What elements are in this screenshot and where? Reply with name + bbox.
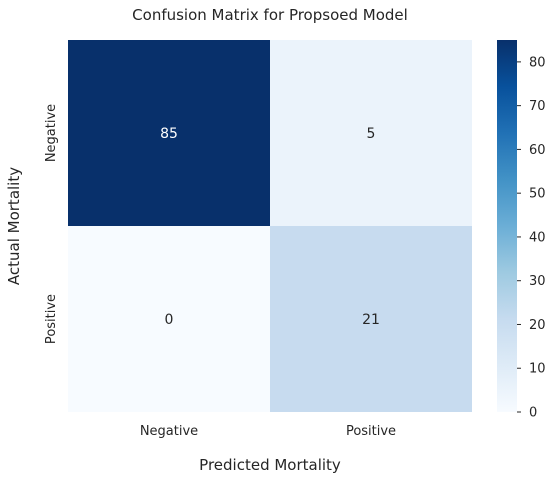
- heatmap-cells: [68, 40, 472, 412]
- colorbar-tick-label: 60: [529, 143, 546, 158]
- y-tick-labels: Negative Positive: [44, 104, 59, 344]
- colorbar: [497, 40, 517, 412]
- chart-title: Confusion Matrix for Propsoed Model: [132, 6, 408, 24]
- colorbar-ticks: 0 10 20 30 40 50 60 70 80: [517, 55, 546, 421]
- x-tick-label: Negative: [140, 424, 198, 439]
- cell-value-label: 85: [160, 126, 178, 142]
- heatmap-cell: [270, 226, 472, 412]
- x-axis-label: Predicted Mortality: [199, 456, 341, 474]
- colorbar-tick-label: 20: [529, 318, 546, 333]
- cell-value-label: 21: [362, 312, 380, 328]
- colorbar-tick-label: 80: [529, 55, 546, 70]
- y-axis-label: Actual Mortality: [5, 167, 23, 285]
- colorbar-tick-label: 0: [529, 406, 537, 421]
- colorbar-tick-label: 50: [529, 187, 546, 202]
- y-tick-label: Positive: [44, 294, 59, 344]
- x-tick-label: Positive: [346, 424, 396, 439]
- colorbar-tick-label: 30: [529, 274, 546, 289]
- colorbar-tick-label: 40: [529, 230, 546, 245]
- heatmap-cell: [68, 226, 270, 412]
- colorbar-tick-label: 70: [529, 99, 546, 114]
- cell-value-label: 5: [367, 126, 376, 142]
- cell-value-label: 0: [165, 312, 174, 328]
- heatmap-cell: [68, 40, 270, 226]
- x-tick-labels: Negative Positive: [140, 424, 396, 439]
- heatmap-cell: [270, 40, 472, 226]
- heatmap-cell-labels: 85 5 0 21: [160, 126, 380, 328]
- y-tick-label: Negative: [44, 104, 59, 162]
- colorbar-tick-label: 10: [529, 362, 546, 377]
